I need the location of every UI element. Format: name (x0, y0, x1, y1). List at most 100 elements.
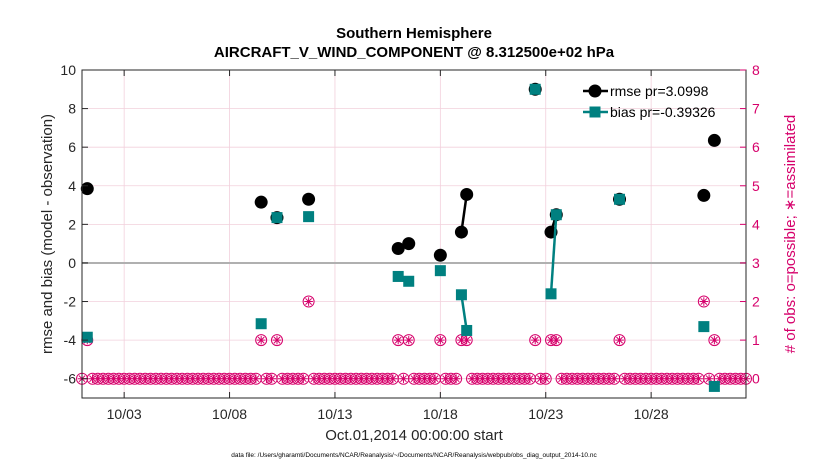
obs-marker (297, 372, 310, 385)
x-tick-label-1: 10/08 (212, 406, 247, 422)
obs-possible-circle (302, 295, 315, 308)
obs-assimilated-asterisk (704, 374, 714, 384)
obs-marker (392, 334, 405, 347)
x-axis-label: Oct.01,2014 00:00:00 start (325, 427, 503, 444)
y-axis-label-right: # of obs: o=possible; ∗=assimilated (782, 115, 799, 354)
legend-rmse-label: rmse pr=3.0998 (610, 83, 709, 99)
y-left-tick-label-4: 2 (68, 216, 76, 232)
obs-assimilated-asterisk (399, 374, 408, 384)
y-right-tick-label-1: 1 (752, 332, 760, 348)
obs-possible-circle (402, 334, 415, 347)
obs-marker (397, 372, 410, 385)
obs-assimilated-asterisk (436, 335, 445, 345)
obs-possible-circle (255, 334, 268, 347)
y-right-tick-label-8: 8 (752, 62, 760, 78)
y-left-tick-label-7: 8 (68, 101, 76, 117)
obs-marker (450, 372, 463, 385)
footer-text: data file: /Users/gharamti/Documents/NCA… (231, 452, 597, 459)
obs-assimilated-asterisk (388, 374, 398, 384)
obs-possible-circle (697, 295, 710, 308)
chart-subtitle: AIRCRAFT_V_WIND_COMPONENT @ 8.312500e+02… (214, 44, 615, 61)
bias-point (271, 212, 283, 224)
obs-marker (460, 334, 473, 347)
y-right-tick-label-3: 3 (752, 255, 760, 271)
rmse-point (707, 133, 721, 147)
rmse-point (80, 182, 94, 196)
x-tick-label-2: 10/13 (317, 406, 352, 422)
plot-area (82, 70, 746, 398)
obs-assimilated-asterisk (272, 335, 282, 345)
obs-assimilated-asterisk (609, 374, 619, 384)
obs-marker (523, 372, 536, 385)
obs-marker (608, 372, 621, 385)
obs-marker (249, 372, 262, 385)
bias-point (255, 318, 267, 330)
obs-assimilated-asterisk (251, 374, 261, 384)
obs-assimilated-asterisk (451, 374, 461, 384)
rmse-point (402, 237, 416, 251)
obs-marker (697, 295, 710, 308)
obs-marker (386, 372, 399, 385)
rmse-point (254, 195, 268, 209)
rmse-point (697, 188, 711, 202)
rmse-point (302, 192, 316, 206)
bias-point (303, 211, 315, 223)
obs-marker (692, 372, 705, 385)
obs-assimilated-asterisk (462, 335, 471, 345)
bias-point (81, 331, 93, 343)
y-right-tick-label-4: 4 (752, 216, 760, 232)
bias-point (529, 83, 541, 95)
bias-point (434, 265, 446, 277)
obs-marker (708, 334, 721, 347)
obs-marker (529, 334, 542, 347)
y-left-tick-label-8: 10 (60, 62, 76, 78)
bias-point (550, 209, 562, 221)
obs-marker (434, 334, 447, 347)
obs-assimilated-asterisk (615, 335, 624, 345)
y-right-tick-label-5: 5 (752, 178, 760, 194)
obs-assimilated-asterisk (525, 374, 535, 384)
rmse-point (391, 241, 405, 255)
legend: rmse pr=3.0998 bias pr=-0.39326 (583, 83, 716, 120)
rmse-point (454, 225, 468, 239)
obs-assimilated-asterisk (710, 335, 719, 345)
y-left-tick-label-3: 0 (68, 255, 76, 271)
obs-assimilated-asterisk (551, 335, 561, 345)
bias-point (461, 324, 473, 336)
bias-point (455, 289, 467, 301)
obs-assimilated-asterisk (541, 374, 551, 384)
x-tick-label-0: 10/03 (107, 406, 142, 422)
obs-marker (539, 372, 552, 385)
obs-assimilated-asterisk (267, 374, 277, 384)
obs-possible-circle (529, 334, 542, 347)
obs-marker (429, 372, 442, 385)
obs-assimilated-asterisk (430, 374, 440, 384)
y-right-tick-label-2: 2 (752, 294, 760, 310)
obs-possible-circle (270, 334, 283, 347)
bias-point (698, 321, 710, 333)
obs-marker (270, 334, 283, 347)
bias-line (460, 294, 468, 331)
rmse-point (460, 187, 474, 201)
y-right-tick-label-7: 7 (752, 101, 760, 117)
y-axis-label-left: rmse and bias (model - observation) (39, 114, 56, 354)
bias-point (403, 275, 415, 287)
legend-bias-marker (589, 106, 601, 118)
y-left-tick-label-5: 4 (68, 178, 76, 194)
y-left-tick-label-6: 6 (68, 139, 76, 155)
obs-assimilated-asterisk (404, 335, 414, 345)
bias-point (708, 380, 720, 392)
legend-bias-label: bias pr=-0.39326 (610, 104, 716, 120)
legend-rmse-marker (588, 84, 602, 98)
obs-assimilated-asterisk (393, 335, 403, 345)
y-right-tick-label-6: 6 (752, 139, 760, 155)
obs-marker (550, 334, 563, 347)
bias-point (614, 193, 626, 205)
x-tick-label-3: 10/18 (423, 406, 458, 422)
y-right-tick-label-0: 0 (752, 371, 760, 387)
obs-marker (302, 295, 315, 308)
y-left-tick-label-0: -6 (64, 371, 77, 387)
obs-marker (265, 372, 278, 385)
obs-marker (402, 334, 415, 347)
obs-assimilated-asterisk (530, 335, 540, 345)
